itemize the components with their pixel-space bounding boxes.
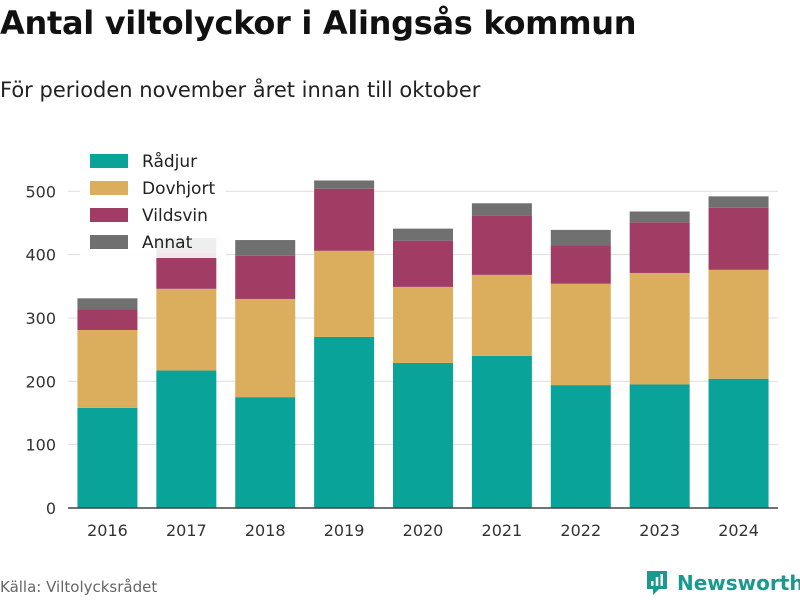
- bar-segment[interactable]: [235, 255, 296, 299]
- bar-segment[interactable]: [314, 250, 375, 337]
- legend-label[interactable]: Annat: [142, 233, 193, 253]
- stacked-bar-chart: 0 100 200 300 400 500 2016 2017 2018 2019 2020 2021…: [25, 146, 778, 540]
- brand-name: Newsworthy: [677, 571, 800, 595]
- bar-segment[interactable]: [550, 245, 611, 284]
- newsworthy-logo-icon: [647, 571, 667, 595]
- y-tick-label: 500: [25, 182, 56, 201]
- legend-box: [80, 146, 226, 258]
- bar-segment[interactable]: [471, 355, 532, 508]
- bar-segment[interactable]: [235, 397, 296, 508]
- bar-segment[interactable]: [156, 288, 217, 371]
- x-tick-label: 2018: [245, 521, 286, 540]
- x-tick-label: 2023: [639, 521, 680, 540]
- y-tick-label: 300: [25, 309, 56, 328]
- bar-segment[interactable]: [235, 298, 296, 398]
- bar-segment[interactable]: [629, 222, 690, 273]
- axes: 0 100 200 300 400 500 2016 2017 2018 2019 2020 2021…: [25, 182, 778, 540]
- bar-segment[interactable]: [393, 228, 453, 241]
- bar-segment[interactable]: [77, 309, 138, 330]
- bar-segment[interactable]: [314, 180, 375, 189]
- bar-segment[interactable]: [471, 203, 532, 216]
- source-note: Källa: Viltolycksrådet: [0, 578, 158, 596]
- x-tick-label: 2020: [403, 521, 444, 540]
- bar-segment[interactable]: [471, 274, 532, 356]
- bar-segment[interactable]: [550, 229, 611, 246]
- y-tick-label: 100: [25, 436, 56, 455]
- x-tick-label: 2024: [718, 521, 759, 540]
- y-tick-label: 0: [46, 499, 56, 518]
- chart-subtitle: För perioden november året innan till ok…: [0, 78, 481, 102]
- bar-segment[interactable]: [235, 240, 296, 256]
- y-tick-label: 400: [25, 246, 56, 265]
- bar-segment[interactable]: [550, 385, 611, 508]
- bars: [77, 180, 769, 508]
- bar-segment[interactable]: [629, 272, 690, 385]
- bar-segment[interactable]: [708, 196, 769, 208]
- bar-segment[interactable]: [708, 378, 769, 508]
- bar-segment[interactable]: [156, 370, 217, 508]
- legend-swatch: [90, 181, 128, 195]
- y-tick-label: 200: [25, 372, 56, 391]
- bar-segment[interactable]: [471, 215, 532, 275]
- bar-segment[interactable]: [314, 336, 375, 508]
- legend: Rådjur Dovhjort Vildsvin Annat: [80, 146, 226, 258]
- bar-segment[interactable]: [77, 329, 138, 408]
- bar-segment[interactable]: [77, 407, 138, 508]
- legend-label[interactable]: Vildsvin: [142, 206, 208, 226]
- bar-segment[interactable]: [393, 240, 453, 287]
- bar-segment[interactable]: [314, 188, 375, 251]
- legend-swatch: [90, 208, 128, 222]
- x-tick-label: 2016: [87, 521, 128, 540]
- bar-segment[interactable]: [393, 286, 453, 363]
- x-tick-label: 2022: [560, 521, 601, 540]
- legend-swatch: [90, 154, 128, 168]
- x-tick-label: 2019: [324, 521, 365, 540]
- newsworthy-logo[interactable]: Newsworthy: [645, 568, 800, 598]
- bar-segment[interactable]: [708, 207, 769, 270]
- legend-label[interactable]: Dovhjort: [142, 179, 215, 199]
- x-tick-label: 2021: [482, 521, 523, 540]
- legend-swatch: [90, 235, 128, 249]
- bar-segment[interactable]: [629, 384, 690, 508]
- bar-segment[interactable]: [708, 269, 769, 379]
- legend-label[interactable]: Rådjur: [142, 151, 197, 172]
- bar-segment[interactable]: [629, 211, 690, 223]
- x-tick-label: 2017: [166, 521, 207, 540]
- bar-segment[interactable]: [156, 252, 217, 289]
- bar-segment[interactable]: [77, 298, 138, 310]
- bar-segment[interactable]: [550, 283, 611, 386]
- chart-title: Antal viltolyckor i Alingsås kommun: [0, 4, 637, 42]
- bar-segment[interactable]: [393, 362, 453, 508]
